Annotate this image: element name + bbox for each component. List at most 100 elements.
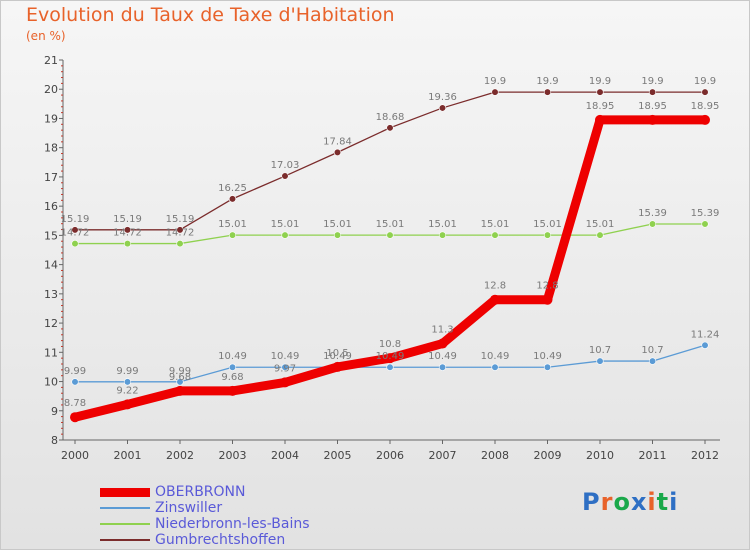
data-label: 14.72 bbox=[113, 228, 142, 239]
y-tick-label: 18 bbox=[44, 142, 58, 155]
data-label: 19.9 bbox=[694, 76, 716, 87]
data-point-zinswiller bbox=[438, 363, 447, 371]
data-point-niederbronn-les-bains bbox=[71, 239, 79, 248]
data-label: 18.95 bbox=[691, 101, 720, 112]
logo-letter: t bbox=[656, 488, 670, 516]
data-point-gumbrechtshoffen bbox=[71, 226, 79, 234]
data-label: 15.19 bbox=[61, 214, 90, 225]
data-point-zinswiller bbox=[228, 363, 237, 371]
legend-item-oberbronn: OBERBRONN bbox=[100, 484, 310, 500]
data-label: 10.49 bbox=[481, 351, 510, 362]
data-point-oberbronn bbox=[647, 114, 658, 125]
data-point-niederbronn-les-bains bbox=[228, 231, 237, 239]
y-tick-label: 9 bbox=[51, 405, 58, 418]
data-point-oberbronn bbox=[332, 361, 343, 372]
data-label: 10.49 bbox=[271, 351, 300, 362]
data-point-oberbronn bbox=[227, 385, 238, 396]
x-tick-label: 2012 bbox=[691, 449, 719, 462]
data-label: 9.99 bbox=[64, 366, 86, 377]
y-tick-label: 19 bbox=[44, 112, 58, 125]
legend-label: Niederbronn-les-Bains bbox=[155, 516, 310, 532]
data-label: 19.9 bbox=[484, 76, 506, 87]
chart-title: Evolution du Taux de Taxe d'Habitation bbox=[26, 4, 395, 26]
x-tick-label: 2010 bbox=[586, 449, 614, 462]
legend-label: OBERBRONN bbox=[155, 484, 246, 500]
x-tick-label: 2004 bbox=[271, 449, 299, 462]
data-point-niederbronn-les-bains bbox=[701, 220, 709, 228]
data-label: 18.68 bbox=[376, 112, 405, 123]
data-point-oberbronn bbox=[122, 399, 133, 410]
y-tick-label: 16 bbox=[44, 200, 58, 213]
data-point-zinswiller bbox=[543, 363, 552, 371]
data-point-zinswiller bbox=[71, 378, 79, 386]
logo-letter: r bbox=[600, 488, 614, 516]
data-point-oberbronn bbox=[700, 114, 710, 125]
x-tick-label: 2009 bbox=[534, 449, 562, 462]
legend-label: Zinswiller bbox=[155, 500, 223, 516]
data-point-gumbrechtshoffen bbox=[386, 124, 394, 132]
data-label: 9.68 bbox=[169, 372, 191, 383]
data-label: 9.99 bbox=[169, 366, 191, 377]
data-label: 10.49 bbox=[533, 351, 562, 362]
data-label: 10.5 bbox=[326, 348, 348, 359]
y-tick-label: 13 bbox=[44, 288, 58, 301]
x-tick-label: 2008 bbox=[481, 449, 509, 462]
legend-swatch-oberbronn bbox=[100, 487, 150, 497]
logo-letter: i bbox=[669, 488, 679, 516]
data-point-zinswiller bbox=[491, 363, 499, 371]
data-label: 10.7 bbox=[589, 345, 611, 356]
data-point-niederbronn-les-bains bbox=[386, 231, 394, 239]
data-point-oberbronn bbox=[70, 412, 80, 423]
data-point-zinswiller bbox=[123, 378, 132, 386]
data-label: 17.03 bbox=[271, 160, 300, 171]
data-point-gumbrechtshoffen bbox=[176, 226, 184, 234]
data-point-oberbronn bbox=[385, 353, 395, 364]
data-point-oberbronn bbox=[595, 114, 605, 125]
chart-subtitle: (en %) bbox=[26, 29, 66, 43]
data-point-gumbrechtshoffen bbox=[491, 88, 499, 96]
y-tick-label: 17 bbox=[44, 171, 58, 184]
y-tick-label: 21 bbox=[44, 54, 58, 67]
data-point-zinswiller bbox=[648, 357, 657, 365]
data-label: 15.39 bbox=[638, 208, 667, 219]
data-label: 15.01 bbox=[533, 219, 562, 230]
logo-letter: x bbox=[630, 488, 648, 516]
data-point-niederbronn-les-bains bbox=[596, 231, 604, 239]
data-label: 15.01 bbox=[481, 219, 510, 230]
data-label: 15.19 bbox=[166, 214, 195, 225]
data-point-oberbronn bbox=[490, 294, 500, 305]
data-point-gumbrechtshoffen bbox=[281, 172, 289, 180]
logo-letter: P bbox=[582, 488, 601, 516]
proxiti-logo: Proxiti bbox=[582, 488, 678, 516]
data-point-gumbrechtshoffen bbox=[228, 195, 237, 203]
legend-swatch-niederbronn bbox=[100, 523, 150, 525]
data-point-zinswiller bbox=[386, 363, 394, 371]
data-label: 8.78 bbox=[64, 398, 86, 409]
data-point-gumbrechtshoffen bbox=[596, 88, 604, 96]
data-label: 19.36 bbox=[428, 92, 457, 103]
data-label: 9.99 bbox=[116, 366, 138, 377]
legend-item-niederbronn: Niederbronn-les-Bains bbox=[100, 516, 310, 532]
legend-item-zinswiller: Zinswiller bbox=[100, 500, 310, 516]
data-label: 15.01 bbox=[218, 219, 247, 230]
data-point-niederbronn-les-bains bbox=[281, 231, 289, 239]
data-label: 12.8 bbox=[484, 281, 506, 292]
data-label: 14.72 bbox=[61, 228, 90, 239]
data-label: 19.9 bbox=[641, 76, 663, 87]
data-label: 18.95 bbox=[586, 101, 615, 112]
y-tick-label: 11 bbox=[44, 346, 58, 359]
data-point-zinswiller bbox=[176, 378, 184, 386]
legend-item-gumbrechtshoffen: Gumbrechtshoffen bbox=[100, 532, 310, 548]
data-label: 15.01 bbox=[428, 219, 457, 230]
data-label: 15.39 bbox=[691, 208, 720, 219]
data-label: 10.49 bbox=[428, 351, 457, 362]
legend: OBERBRONN Zinswiller Niederbronn-les-Bai… bbox=[100, 484, 310, 548]
data-point-oberbronn bbox=[542, 294, 553, 305]
data-label: 15.01 bbox=[376, 219, 405, 230]
data-point-zinswiller bbox=[596, 357, 604, 365]
data-label: 15.01 bbox=[271, 219, 300, 230]
data-label: 18.95 bbox=[638, 101, 667, 112]
data-label: 15.19 bbox=[113, 214, 142, 225]
data-label: 11.3 bbox=[431, 325, 453, 336]
